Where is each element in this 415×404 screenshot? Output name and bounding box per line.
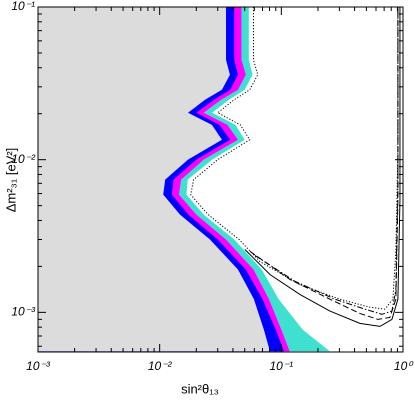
contour-line [190,7,399,310]
excluded-region [38,7,270,352]
y-axis-label: Δm²₃₁ [eV²] [3,148,18,213]
plot-frame [37,6,404,353]
plot-area [38,7,401,352]
x-tick-label: 10⁻¹ [269,359,293,373]
contour-line [249,7,399,320]
contour-line [244,7,401,327]
y-tick-label: 10⁻³ [11,305,36,319]
contour-line [254,7,399,315]
y-tick-label: 10⁻² [11,152,36,166]
x-axis-label: sin²θ₁₃ [181,381,219,396]
x-tick-label: 10⁻³ [26,359,51,373]
y-tick-label: 10⁻¹ [11,0,35,13]
x-tick-label: 10⁰ [394,359,414,373]
x-tick-label: 10⁻² [148,359,173,373]
